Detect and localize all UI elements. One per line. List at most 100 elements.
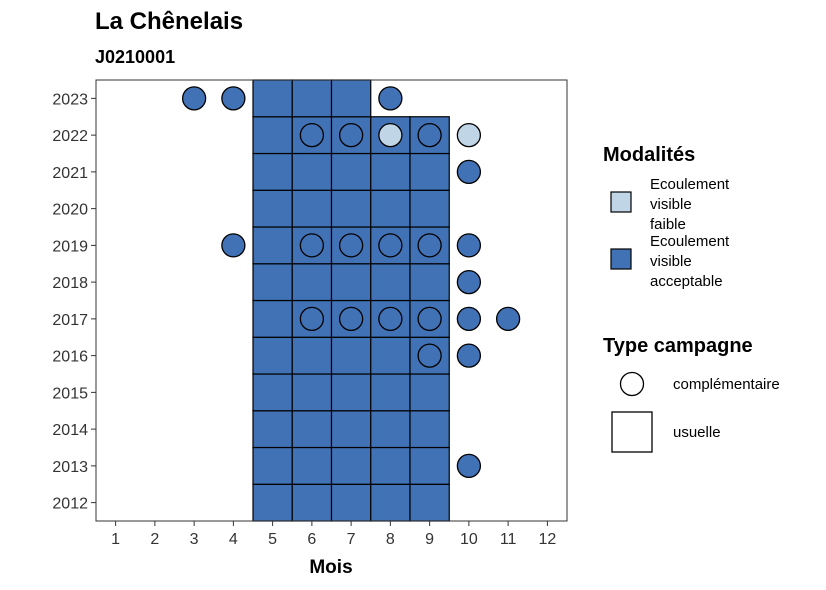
x-axis-title: Mois xyxy=(309,557,352,578)
usuelle-tile-2013-5 xyxy=(252,446,293,485)
y-tick-label: 2023 xyxy=(52,91,88,108)
complementaire-point-2017-9 xyxy=(417,306,442,332)
legend-label-faible: visible xyxy=(650,196,692,213)
y-tick-label: 2014 xyxy=(52,422,88,439)
usuelle-tile-2013-9 xyxy=(409,446,450,485)
complementaire-point-2022-8 xyxy=(378,122,403,148)
legend-modalites-title: Modalités xyxy=(603,144,695,166)
usuelle-tile-2018-7 xyxy=(330,263,372,302)
x-tick-label: 1 xyxy=(111,531,120,548)
complementaire-point-2022-7 xyxy=(338,122,364,148)
usuelle-tile-2012-7 xyxy=(330,483,372,522)
x-tick-label: 6 xyxy=(307,531,316,548)
complementaire-point-2017-6 xyxy=(299,306,325,332)
legend-label-acceptable: acceptable xyxy=(650,273,723,290)
x-tick-label: 12 xyxy=(538,531,556,548)
legend-key-square xyxy=(611,411,653,453)
usuelle-tile-2016-7 xyxy=(330,336,372,375)
usuelle-tile-2015-5 xyxy=(252,373,293,412)
usuelle-tile-2014-9 xyxy=(409,410,450,449)
usuelle-tile-2015-9 xyxy=(409,373,450,412)
y-tick-label: 2016 xyxy=(52,349,88,366)
usuelle-tile-2021-9 xyxy=(409,152,450,191)
legend-key-circle xyxy=(619,371,645,397)
x-tick-label: 11 xyxy=(500,531,517,548)
usuelle-tile-2012-9 xyxy=(409,483,450,522)
y-tick-label: 2012 xyxy=(52,496,88,513)
y-tick-label: 2018 xyxy=(52,275,88,292)
legend-label-acceptable: Ecoulement xyxy=(650,233,730,250)
usuelle-tile-2016-5 xyxy=(252,336,293,375)
legend-label-acceptable: visible xyxy=(650,253,692,270)
legend-label-faible: faible xyxy=(650,216,686,233)
usuelle-tile-2020-5 xyxy=(252,189,293,228)
legend-key-acceptable xyxy=(610,248,632,270)
complementaire-point-2022-9 xyxy=(417,122,442,148)
usuelle-tile-2020-8 xyxy=(370,189,411,228)
complementaire-point-2019-8 xyxy=(378,233,403,258)
usuelle-tile-2018-9 xyxy=(409,263,450,302)
usuelle-tile-2017-5 xyxy=(252,299,293,338)
y-tick-label: 2022 xyxy=(52,128,88,145)
usuelle-tile-2020-6 xyxy=(291,189,333,228)
usuelle-tile-2015-7 xyxy=(330,373,372,412)
x-tick-label: 3 xyxy=(190,531,199,548)
x-tick-label: 7 xyxy=(347,531,356,548)
y-tick-label: 2021 xyxy=(52,165,88,182)
usuelle-tile-2015-8 xyxy=(370,373,411,412)
complementaire-point-2019-7 xyxy=(338,233,364,258)
legend-type-title: Type campagne xyxy=(603,335,753,357)
complementaire-point-2017-8 xyxy=(378,306,403,332)
usuelle-tile-2013-7 xyxy=(330,446,372,485)
y-tick-label: 2020 xyxy=(52,202,88,219)
legend-key-faible xyxy=(610,191,632,213)
usuelle-tile-2022-5 xyxy=(252,116,293,155)
usuelle-tile-2023-7 xyxy=(330,79,372,118)
usuelle-tile-2023-6 xyxy=(291,79,333,118)
x-tick-label: 9 xyxy=(425,531,434,548)
usuelle-tile-2021-8 xyxy=(370,152,411,191)
complementaire-point-2018-10 xyxy=(456,269,482,295)
legend-modalites: ModalitésEcoulementvisiblefaibleEcouleme… xyxy=(603,144,730,290)
usuelle-tile-2014-6 xyxy=(291,410,333,449)
legend-label-faible: Ecoulement xyxy=(650,176,730,193)
complementaire-point-2019-6 xyxy=(299,233,325,258)
chart-subtitle: J0210001 xyxy=(95,47,175,67)
y-tick-label: 2015 xyxy=(52,385,88,402)
usuelle-tile-2012-8 xyxy=(370,483,411,522)
usuelle-tile-2021-5 xyxy=(252,152,293,191)
plot-panel-border xyxy=(95,79,568,522)
usuelle-tile-2021-6 xyxy=(291,152,333,191)
x-tick-label: 4 xyxy=(229,531,238,548)
complementaire-point-2022-10 xyxy=(456,122,482,148)
y-tick-label: 2013 xyxy=(52,459,88,476)
usuelle-tile-2014-5 xyxy=(252,410,293,449)
usuelle-tile-2014-7 xyxy=(330,410,372,449)
legend-label-circle: complémentaire xyxy=(673,376,780,393)
usuelle-tile-2019-5 xyxy=(252,226,293,265)
x-tick-label: 10 xyxy=(460,531,478,548)
usuelle-tile-2014-8 xyxy=(370,410,411,449)
legend-label-square: usuelle xyxy=(673,424,721,441)
chart-title: La Chênelais xyxy=(95,8,243,35)
y-tick-label: 2017 xyxy=(52,312,88,329)
usuelle-tile-2016-8 xyxy=(370,336,411,375)
usuelle-tile-2022-6 xyxy=(291,116,333,155)
x-tick-label: 2 xyxy=(150,531,159,548)
complementaire-point-2016-9 xyxy=(417,343,442,368)
complementaire-point-2022-6 xyxy=(299,122,325,148)
usuelle-tile-2013-8 xyxy=(370,446,411,485)
y-tick-label: 2019 xyxy=(52,238,88,255)
usuelle-tile-2018-5 xyxy=(252,263,293,302)
usuelle-tile-2018-6 xyxy=(291,263,333,302)
legend-type-campagne: Type campagne complémentaire usuelle xyxy=(603,335,780,453)
complementaire-point-2019-9 xyxy=(417,233,442,258)
x-axis: 1 2 3 4 5 6 7 8 9 10 11 12 xyxy=(111,521,556,548)
complementaire-point-2019-4 xyxy=(221,233,246,258)
complementaire-point-2021-10 xyxy=(456,159,482,185)
usuelle-tile-2016-6 xyxy=(291,336,333,375)
x-tick-label: 5 xyxy=(268,531,277,548)
usuelle-tile-2020-9 xyxy=(409,189,450,228)
complementaire-point-2023-8 xyxy=(378,86,403,111)
